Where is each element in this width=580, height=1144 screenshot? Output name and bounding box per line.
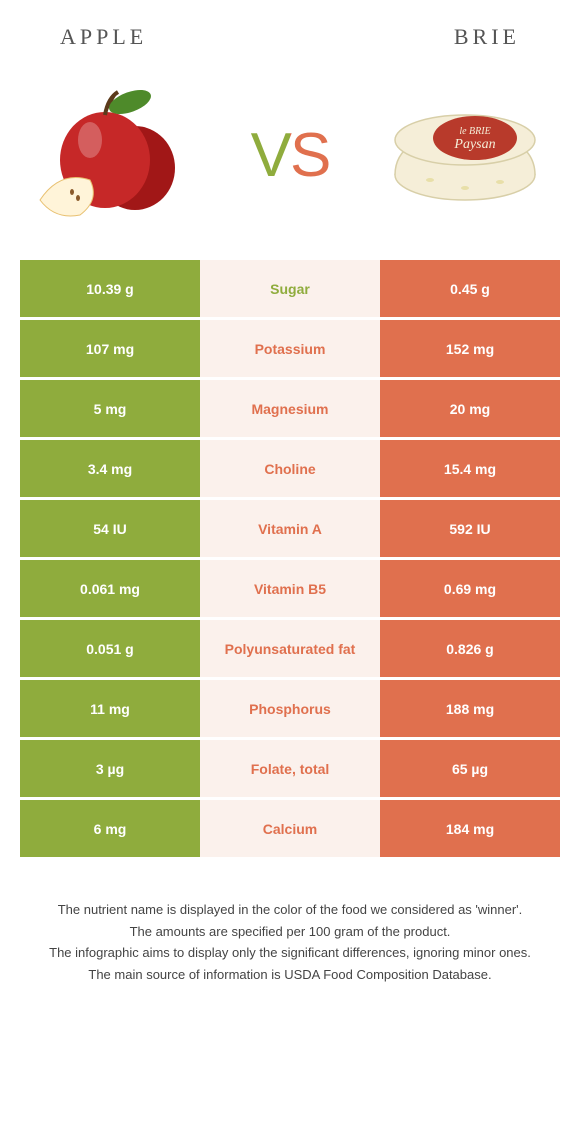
cell-left: 3.4 mg [20,440,200,497]
cell-left: 0.061 mg [20,560,200,617]
table-row: 11 mgPhosphorus188 mg [20,680,560,737]
cell-right: 0.45 g [380,260,560,317]
footnote-line: The infographic aims to display only the… [20,943,560,963]
cell-right: 592 IU [380,500,560,557]
brie-label-line2: Paysan [453,137,495,152]
nutrient-label: Phosphorus [200,680,380,737]
cell-right: 20 mg [380,380,560,437]
images-row: VS le BRIE Paysan [0,60,580,260]
table-row: 107 mgPotassium152 mg [20,320,560,377]
footnotes: The nutrient name is displayed in the co… [0,860,580,984]
footnote-line: The main source of information is USDA F… [20,965,560,985]
table-row: 3.4 mgCholine15.4 mg [20,440,560,497]
footnote-line: The nutrient name is displayed in the co… [20,900,560,920]
cell-right: 184 mg [380,800,560,857]
cell-left: 5 mg [20,380,200,437]
cell-left: 54 IU [20,500,200,557]
cell-left: 0.051 g [20,620,200,677]
nutrient-label: Vitamin A [200,500,380,557]
header: APPLE BRIE [0,0,580,60]
table-row: 3 µgFolate, total65 µg [20,740,560,797]
nutrient-label: Folate, total [200,740,380,797]
table-row: 5 mgMagnesium20 mg [20,380,560,437]
cell-right: 188 mg [380,680,560,737]
cell-left: 107 mg [20,320,200,377]
cell-right: 0.826 g [380,620,560,677]
cell-right: 152 mg [380,320,560,377]
nutrient-label: Polyunsaturated fat [200,620,380,677]
title-right: BRIE [454,24,520,50]
table-row: 6 mgCalcium184 mg [20,800,560,857]
vs-label: VS [251,120,330,191]
nutrient-label: Sugar [200,260,380,317]
footnote-line: The amounts are specified per 100 gram o… [20,922,560,942]
table-row: 54 IUVitamin A592 IU [20,500,560,557]
nutrient-label: Choline [200,440,380,497]
cell-left: 11 mg [20,680,200,737]
table-row: 0.051 gPolyunsaturated fat0.826 g [20,620,560,677]
nutrient-label: Calcium [200,800,380,857]
cell-right: 15.4 mg [380,440,560,497]
nutrient-label: Potassium [200,320,380,377]
cell-left: 3 µg [20,740,200,797]
table-row: 10.39 gSugar0.45 g [20,260,560,317]
cell-left: 10.39 g [20,260,200,317]
nutrient-label: Vitamin B5 [200,560,380,617]
cell-right: 0.69 mg [380,560,560,617]
nutrient-label: Magnesium [200,380,380,437]
cell-right: 65 µg [380,740,560,797]
cell-left: 6 mg [20,800,200,857]
title-left: APPLE [60,24,147,50]
brie-image: le BRIE Paysan [380,80,550,230]
nutrient-table: 10.39 gSugar0.45 g107 mgPotassium152 mg5… [20,260,560,857]
brie-label-line1: le BRIE [459,126,490,137]
table-row: 0.061 mgVitamin B50.69 mg [20,560,560,617]
apple-image [30,80,200,230]
